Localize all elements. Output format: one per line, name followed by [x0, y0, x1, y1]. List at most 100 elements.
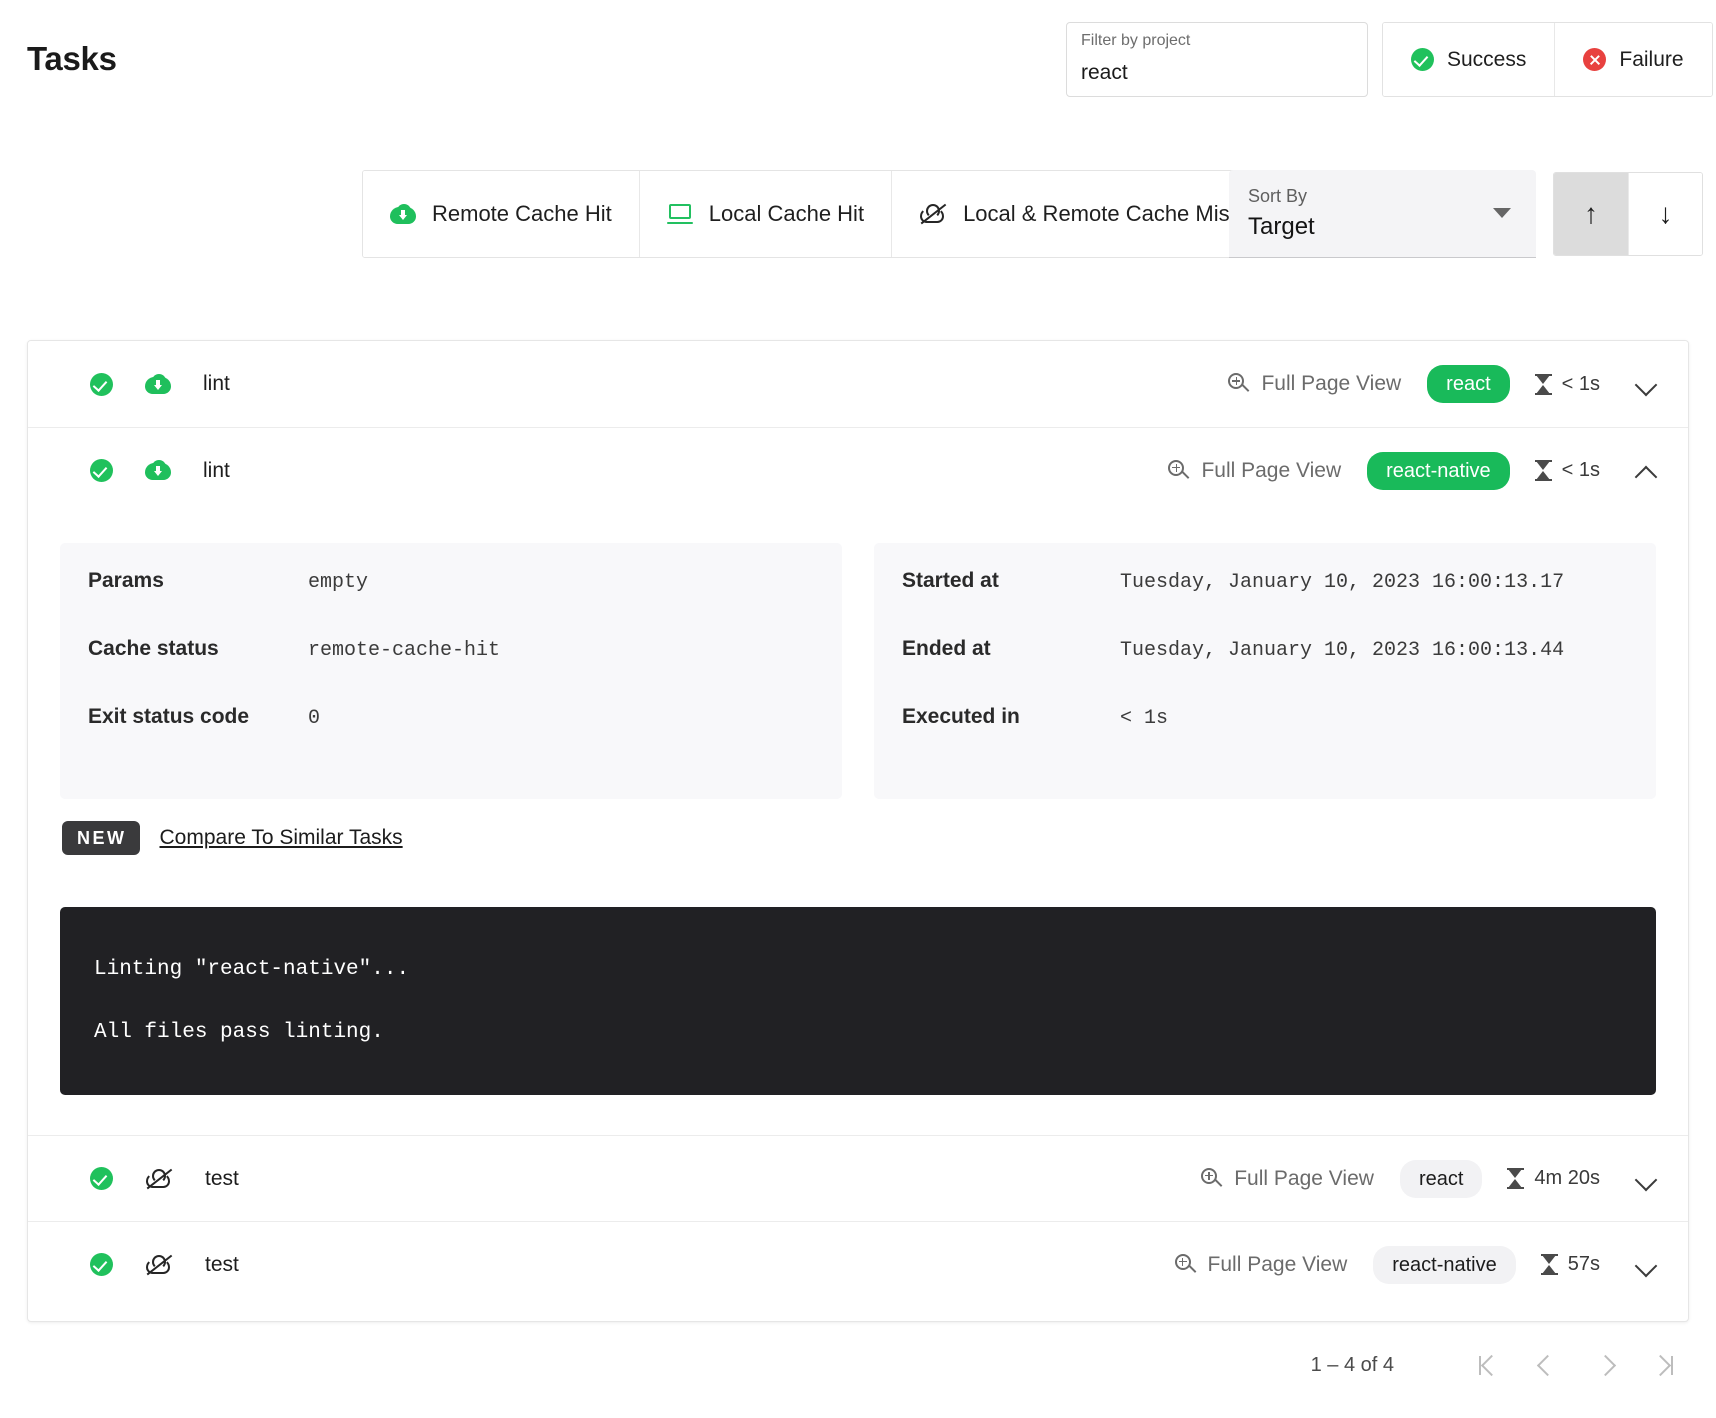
- zoom-in-icon: [1168, 459, 1190, 482]
- full-page-view-button[interactable]: Full Page View: [1201, 1167, 1374, 1191]
- sort-by-select[interactable]: Sort By Target: [1229, 170, 1536, 258]
- zoom-in-icon: [1201, 1167, 1223, 1190]
- pagination-range: 1 – 4 of 4: [1310, 1353, 1394, 1376]
- task-duration: 57s: [1540, 1253, 1600, 1276]
- remote-cache-hit-button[interactable]: Remote Cache Hit: [363, 171, 639, 257]
- check-circle-icon: [1411, 48, 1434, 71]
- detail-value: Tuesday, January 10, 2023 16:00:13.17: [1120, 571, 1565, 594]
- task-row-actions: Full Page View react < 1s: [1228, 365, 1688, 403]
- detail-row-params: Params empty: [88, 569, 816, 637]
- arrow-down-icon: ↓: [1658, 198, 1673, 229]
- expand-task-chevron-down-icon[interactable]: [1634, 371, 1660, 397]
- last-page-icon: [1649, 1354, 1674, 1376]
- cloud-off-icon: [145, 1168, 173, 1190]
- task-row[interactable]: test Full Page View react 4m 20s: [28, 1135, 1688, 1221]
- project-badge: react: [1399, 1159, 1483, 1198]
- check-circle-icon: [90, 459, 113, 482]
- detail-value: < 1s: [1120, 707, 1169, 730]
- sort-descending-button[interactable]: ↓: [1628, 173, 1702, 255]
- task-name: lint: [203, 458, 230, 482]
- success-filter-label: Success: [1447, 47, 1527, 71]
- task-name: test: [205, 1166, 239, 1190]
- project-badge: react: [1427, 365, 1510, 403]
- detail-row-exit-status-code: Exit status code 0: [88, 705, 816, 773]
- full-page-view-button[interactable]: Full Page View: [1228, 372, 1401, 396]
- x-circle-icon: [1583, 48, 1607, 71]
- status-filter-group: Success Failure: [1382, 22, 1713, 97]
- first-page-button[interactable]: [1460, 1336, 1518, 1394]
- laptop-icon: [666, 204, 693, 224]
- collapse-task-chevron-up-icon[interactable]: [1634, 458, 1660, 484]
- filter-by-project-input[interactable]: [1081, 61, 1351, 85]
- detail-value: remote-cache-hit: [308, 639, 501, 662]
- terminal-line: All files pass linting.: [94, 1021, 384, 1044]
- compare-tasks-row: NEW Compare To Similar Tasks: [62, 821, 1656, 855]
- success-filter-button[interactable]: Success: [1383, 23, 1555, 96]
- hourglass-icon: [1540, 1254, 1558, 1275]
- cache-filter-group: Remote Cache Hit Local Cache Hit Local &…: [362, 170, 1269, 258]
- local-remote-cache-miss-label: Local & Remote Cache Miss: [963, 201, 1241, 226]
- task-detail-grid: Params empty Cache status remote-cache-h…: [60, 543, 1656, 799]
- detail-key: Cache status: [88, 637, 219, 660]
- remote-cache-hit-label: Remote Cache Hit: [432, 201, 612, 226]
- detail-key: Ended at: [902, 637, 991, 660]
- task-duration-label: 57s: [1567, 1253, 1600, 1275]
- task-duration: < 1s: [1534, 372, 1600, 396]
- detail-row-started-at: Started at Tuesday, January 10, 2023 16:…: [902, 569, 1630, 637]
- task-duration-label: < 1s: [1561, 372, 1600, 395]
- full-page-view-button[interactable]: Full Page View: [1168, 459, 1341, 483]
- previous-page-button[interactable]: [1518, 1336, 1576, 1394]
- terminal-line: Linting "react-native"...: [94, 958, 410, 981]
- check-circle-icon: [90, 372, 113, 396]
- next-page-button[interactable]: [1576, 1336, 1634, 1394]
- detail-row-cache-status: Cache status remote-cache-hit: [88, 637, 816, 705]
- project-badge: react-native: [1367, 451, 1510, 490]
- sort-direction-group: ↑ ↓: [1553, 172, 1703, 256]
- filter-by-project-field[interactable]: Filter by project: [1066, 22, 1368, 97]
- expand-task-chevron-down-icon[interactable]: [1634, 1252, 1660, 1278]
- local-remote-cache-miss-button[interactable]: Local & Remote Cache Miss: [891, 171, 1268, 257]
- task-duration: 4m 20s: [1507, 1167, 1600, 1190]
- detail-key: Executed in: [902, 705, 1020, 728]
- full-page-view-label: Full Page View: [1261, 372, 1402, 395]
- compare-to-similar-tasks-link[interactable]: Compare To Similar Tasks: [159, 826, 403, 849]
- chevron-left-icon: [1536, 1354, 1558, 1376]
- task-row[interactable]: lint Full Page View react < 1s: [28, 341, 1688, 427]
- page-header: Tasks Filter by project Success Failure: [0, 0, 1716, 108]
- page-title: Tasks: [27, 40, 117, 77]
- chevron-down-icon: [1493, 208, 1511, 218]
- first-page-icon: [1478, 1354, 1503, 1376]
- task-duration: < 1s: [1534, 459, 1600, 482]
- local-cache-hit-button[interactable]: Local Cache Hit: [638, 171, 892, 257]
- hourglass-icon: [1534, 460, 1552, 481]
- pagination: 1 – 4 of 4: [0, 1330, 1716, 1400]
- failure-filter-label: Failure: [1619, 47, 1684, 71]
- zoom-in-icon: [1174, 1253, 1197, 1276]
- detail-value: 0: [308, 707, 321, 730]
- task-name: test: [205, 1252, 239, 1276]
- detail-row-executed-in: Executed in < 1s: [902, 705, 1630, 773]
- task-detail-right-panel: Started at Tuesday, January 10, 2023 16:…: [874, 543, 1656, 799]
- detail-key: Exit status code: [88, 705, 250, 728]
- task-row-actions: Full Page View react-native < 1s: [1168, 451, 1688, 490]
- full-page-view-button[interactable]: Full Page View: [1174, 1253, 1347, 1277]
- check-circle-icon: [90, 1167, 113, 1190]
- detail-value: empty: [308, 571, 369, 594]
- task-terminal-output: Linting "react-native"... All files pass…: [60, 907, 1656, 1095]
- expand-task-chevron-down-icon[interactable]: [1634, 1166, 1660, 1192]
- task-detail-panel: Params empty Cache status remote-cache-h…: [28, 513, 1688, 1135]
- sort-by-value: Target: [1248, 213, 1315, 240]
- chevron-right-icon: [1594, 1354, 1616, 1376]
- failure-filter-button[interactable]: Failure: [1554, 23, 1712, 96]
- hourglass-icon: [1534, 373, 1552, 395]
- task-duration-label: < 1s: [1561, 459, 1600, 481]
- cloud-off-icon: [919, 203, 947, 225]
- sort-ascending-button[interactable]: ↑: [1554, 173, 1628, 255]
- task-row[interactable]: test Full Page View react-native 57s: [28, 1221, 1688, 1307]
- last-page-button[interactable]: [1634, 1336, 1692, 1394]
- task-detail-left-panel: Params empty Cache status remote-cache-h…: [60, 543, 842, 799]
- project-badge: react-native: [1373, 1245, 1516, 1284]
- task-row[interactable]: lint Full Page View react-native < 1s: [28, 427, 1688, 513]
- tasks-list-card: lint Full Page View react < 1s: [27, 340, 1689, 1322]
